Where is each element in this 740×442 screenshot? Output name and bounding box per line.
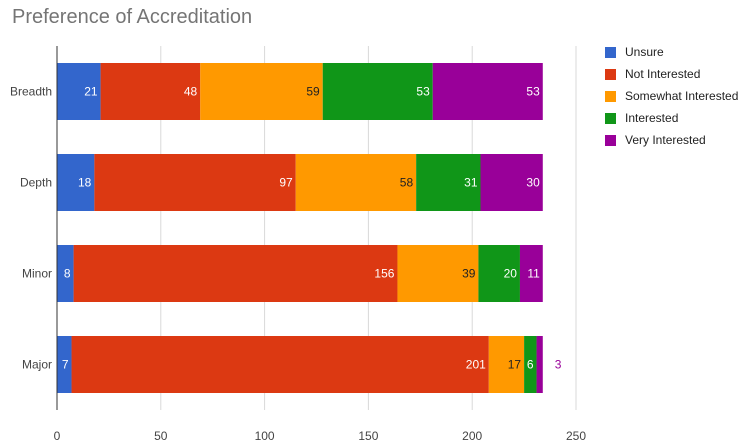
x-tick-label: 0 (54, 429, 61, 442)
legend-swatch (605, 90, 616, 102)
bar-segment (57, 245, 74, 302)
bar-segment (295, 154, 417, 211)
data-label: 21 (84, 85, 98, 99)
bar-segment (480, 154, 543, 211)
data-label: 30 (526, 176, 540, 190)
legend-item: Somewhat Interested (605, 85, 738, 107)
data-label: 156 (374, 267, 394, 281)
data-label: 201 (466, 358, 486, 372)
category-label: Breadth (10, 85, 52, 99)
bar-segment (397, 245, 479, 302)
bar-segment (536, 336, 543, 393)
bar-segment (200, 63, 323, 120)
bar-segment (519, 245, 543, 302)
bar-segment (416, 154, 481, 211)
x-tick-label: 150 (358, 429, 378, 442)
data-label: 6 (527, 358, 534, 372)
bar-segment (57, 63, 101, 120)
bar-segment (57, 154, 95, 211)
data-label: 3 (555, 358, 562, 372)
x-tick-label: 250 (566, 429, 586, 442)
data-label: 20 (504, 267, 518, 281)
data-label: 58 (400, 176, 414, 190)
bar-segment (432, 63, 543, 120)
legend-swatch (605, 68, 616, 80)
data-label: 53 (526, 85, 540, 99)
bar-segment (322, 63, 433, 120)
legend-swatch (605, 46, 616, 58)
bar-segment (478, 245, 520, 302)
data-label: 18 (78, 176, 92, 190)
legend-label: Unsure (625, 45, 664, 59)
legend-item: Interested (605, 107, 738, 129)
bar-segment (100, 63, 201, 120)
x-tick-label: 200 (462, 429, 482, 442)
bar-segment (73, 245, 398, 302)
category-label: Major (22, 358, 52, 372)
bar-segment (524, 336, 537, 393)
bar-segment (488, 336, 525, 393)
data-label: 7 (62, 358, 69, 372)
legend-swatch (605, 134, 616, 146)
data-label: 59 (306, 85, 320, 99)
legend-label: Very Interested (625, 133, 706, 147)
legend-item: Unsure (605, 41, 738, 63)
data-label: 8 (64, 267, 71, 281)
legend-swatch (605, 112, 616, 124)
data-label: 97 (279, 176, 293, 190)
legend-item: Very Interested (605, 129, 738, 151)
legend-item: Not Interested (605, 63, 738, 85)
legend-label: Not Interested (625, 67, 701, 81)
data-label: 48 (184, 85, 198, 99)
bar-segment (57, 336, 72, 393)
data-label: 31 (464, 176, 478, 190)
bar-segment (94, 154, 296, 211)
legend: Unsure Not Interested Somewhat Interested I… (605, 41, 738, 151)
legend-label: Somewhat Interested (625, 89, 739, 103)
data-label: 11 (527, 267, 540, 281)
data-label: 39 (462, 267, 476, 281)
chart-title: Preference of Accreditation (12, 6, 253, 28)
x-tick-label: 50 (154, 429, 168, 442)
data-label: 17 (508, 358, 522, 372)
category-label: Depth (20, 176, 52, 190)
category-label: Minor (22, 267, 52, 281)
data-label: 53 (416, 85, 430, 99)
bar-segment (71, 336, 489, 393)
x-tick-label: 100 (255, 429, 275, 442)
legend-label: Interested (625, 111, 679, 125)
